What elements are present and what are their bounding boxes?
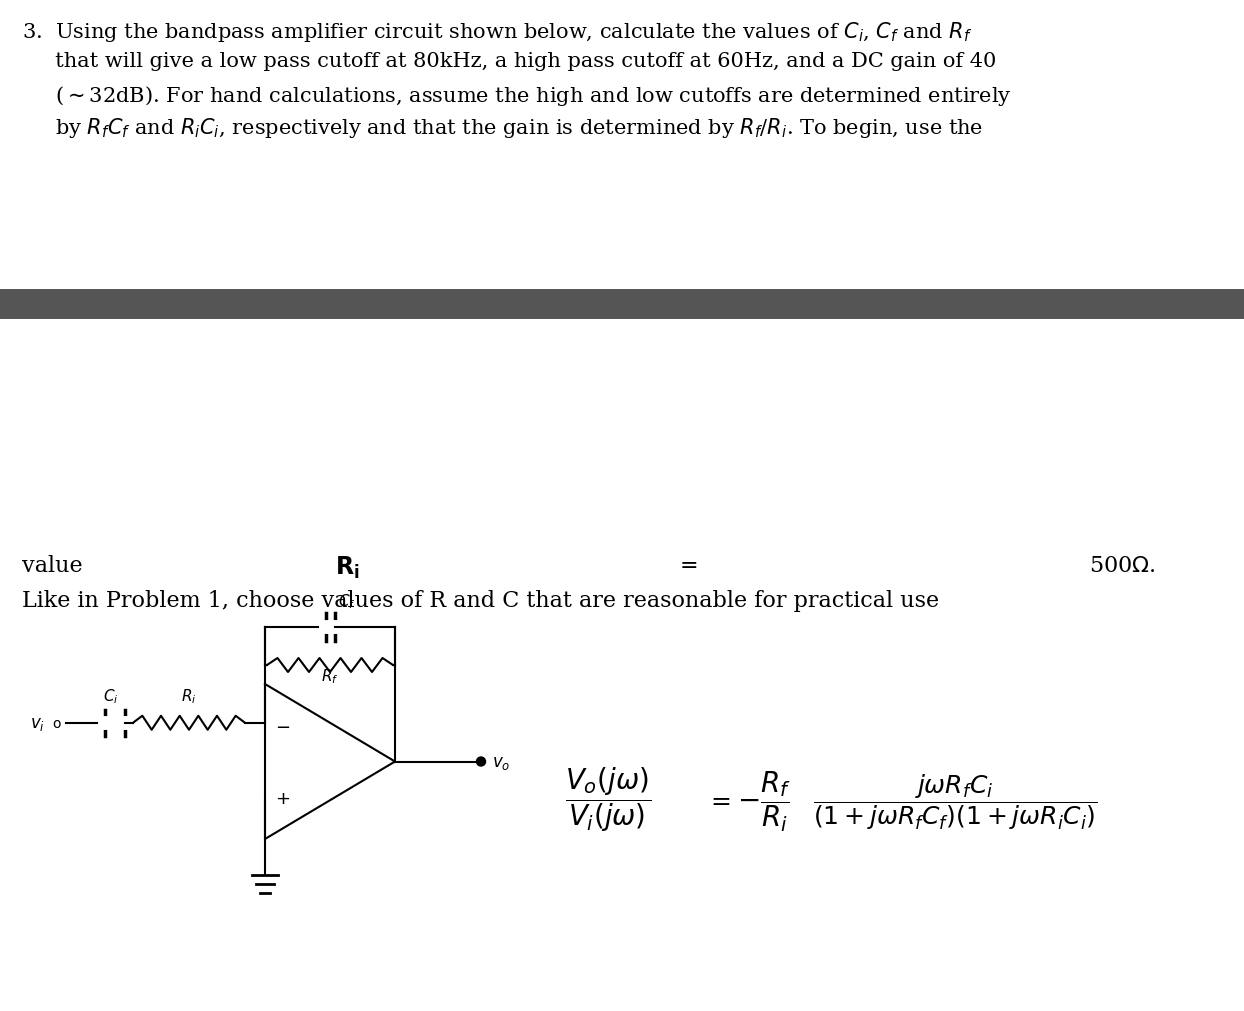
Text: $\mathbf{R_i}$: $\mathbf{R_i}$ [335, 554, 360, 580]
Circle shape [476, 757, 485, 766]
Text: Like in Problem 1, choose values of R and C that are reasonable for practical us: Like in Problem 1, choose values of R an… [22, 589, 939, 612]
Text: $v_o$: $v_o$ [491, 753, 510, 770]
Text: $-$: $-$ [275, 716, 290, 734]
Text: $C_f$: $C_f$ [337, 591, 356, 611]
Text: 500$\Omega$.: 500$\Omega$. [1088, 554, 1154, 576]
Text: $R_f$: $R_f$ [321, 666, 338, 685]
Text: that will give a low pass cutoff at 80kHz, a high pass cutoff at 60Hz, and a DC : that will give a low pass cutoff at 80kH… [22, 52, 996, 71]
Text: o: o [52, 716, 61, 730]
Text: by $R_fC_f$ and $R_iC_i$, respectively and that the gain is determined by $R_f$/: by $R_fC_f$ and $R_iC_i$, respectively a… [22, 116, 983, 140]
Text: $\dfrac{V_o(j\omega)}{V_i(j\omega)}$: $\dfrac{V_o(j\omega)}{V_i(j\omega)}$ [565, 765, 652, 833]
Text: value: value [22, 554, 82, 576]
Text: =: = [710, 790, 731, 813]
Bar [0, 290, 1244, 319]
Text: $C_i$: $C_i$ [103, 686, 118, 705]
Text: $-\dfrac{R_f}{R_i}$: $-\dfrac{R_f}{R_i}$ [736, 769, 791, 833]
Text: $v_i$: $v_i$ [30, 714, 45, 732]
Text: ($\sim$32dB). For hand calculations, assume the high and low cutoffs are determi: ($\sim$32dB). For hand calculations, ass… [22, 84, 1011, 108]
Text: $+$: $+$ [275, 790, 290, 808]
Text: $\dfrac{j\omega R_f C_i}{(1+j\omega R_f C_f)(1+j\omega R_i C_i)}$: $\dfrac{j\omega R_f C_i}{(1+j\omega R_f … [814, 771, 1097, 831]
Text: =: = [680, 554, 699, 576]
Text: $R_i$: $R_i$ [182, 686, 197, 705]
Text: 3.  Using the bandpass amplifier circuit shown below, calculate the values of $C: 3. Using the bandpass amplifier circuit … [22, 20, 973, 43]
